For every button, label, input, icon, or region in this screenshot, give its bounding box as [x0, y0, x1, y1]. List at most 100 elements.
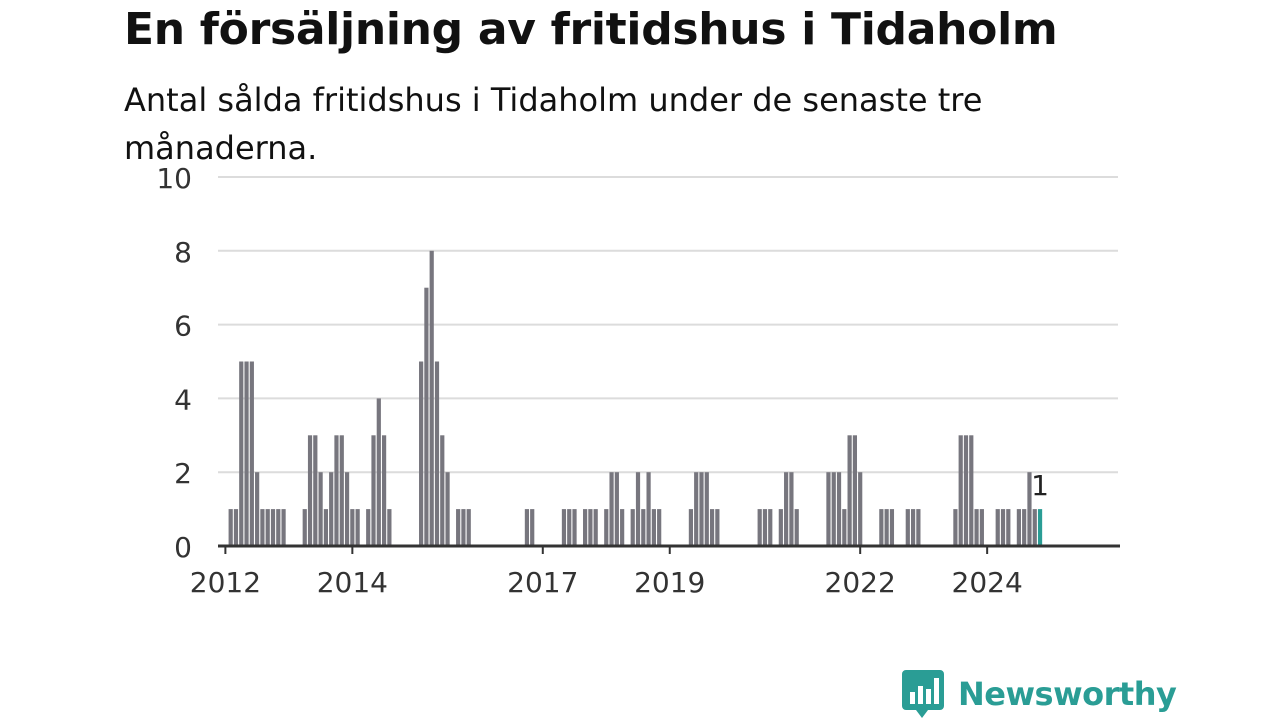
- bar: [768, 509, 773, 546]
- annotation-label: 1: [1031, 469, 1049, 502]
- bar: [778, 509, 783, 546]
- bar: [953, 509, 958, 546]
- bar: [651, 509, 656, 546]
- bar: [858, 472, 863, 546]
- bar: [847, 435, 852, 546]
- y-tick-label: 8: [174, 236, 192, 269]
- bar: [249, 361, 254, 546]
- bar: [228, 509, 233, 546]
- bar: [1006, 509, 1011, 546]
- bar: [646, 472, 651, 546]
- x-tick-label: 2024: [952, 566, 1023, 599]
- y-tick-label: 0: [174, 531, 192, 564]
- bar: [852, 435, 857, 546]
- brand-name: Newsworthy: [958, 675, 1177, 713]
- bar: [244, 361, 249, 546]
- bar: [1000, 509, 1006, 546]
- y-tick-label: 6: [174, 310, 192, 343]
- bar-highlight: [1037, 509, 1043, 546]
- annotations: 1: [1031, 469, 1049, 502]
- bar: [387, 509, 392, 546]
- bar: [376, 398, 381, 546]
- bar: [302, 509, 307, 546]
- bar: [239, 361, 244, 546]
- y-tick-label: 4: [174, 383, 192, 416]
- bar: [614, 472, 619, 546]
- bar: [704, 472, 709, 546]
- bar: [620, 509, 625, 546]
- bar: [699, 472, 704, 546]
- bar: [339, 435, 344, 546]
- gridlines: [218, 176, 1118, 474]
- y-tick-label: 2: [174, 457, 192, 490]
- bar: [905, 509, 910, 546]
- bar: [709, 509, 715, 546]
- bar: [255, 472, 260, 546]
- bar: [889, 509, 895, 546]
- bar: [1027, 472, 1032, 546]
- bar: [630, 509, 635, 546]
- x-tick-label: 2014: [317, 566, 388, 599]
- bar: [995, 509, 1000, 546]
- bar: [688, 509, 694, 546]
- bar: [1016, 509, 1021, 546]
- bar: [635, 472, 641, 546]
- bar: [979, 509, 984, 546]
- bar: [836, 472, 842, 546]
- bar: [572, 509, 577, 546]
- chart-title: En försäljning av fritidshus i Tidaholm: [124, 4, 1058, 55]
- bar: [884, 509, 889, 546]
- bar: [826, 472, 831, 546]
- bar: [318, 472, 323, 546]
- newsworthy-logo: Newsworthy: [902, 670, 1177, 718]
- bar: [910, 509, 916, 546]
- x-tick-label: 2012: [190, 566, 261, 599]
- bar: [974, 509, 979, 546]
- bar: [916, 509, 921, 546]
- bar: [445, 472, 450, 546]
- x-axis: 2012 2014 2017 2019 2022 2024: [190, 546, 1023, 599]
- bar: [657, 509, 662, 546]
- bar: [424, 287, 429, 546]
- bar: [371, 435, 376, 546]
- bar-chart: 0 2 4 6 8 10 2012 2014 2017 2019 2022 2024 1: [156, 162, 1120, 599]
- bar: [265, 509, 270, 546]
- chart-subtitle: Antal sålda fritidshus i Tidaholm under …: [124, 81, 983, 167]
- bar: [762, 509, 768, 546]
- bar: [757, 509, 762, 546]
- newsworthy-chart-bubble-icon: [902, 670, 944, 718]
- bar: [694, 472, 699, 546]
- bar: [784, 472, 789, 546]
- bar: [233, 509, 239, 546]
- bar: [307, 435, 313, 546]
- bar: [609, 472, 614, 546]
- bar: [831, 472, 836, 546]
- bar: [524, 509, 530, 546]
- bar: [434, 361, 440, 546]
- bar: [530, 509, 535, 546]
- bar: [567, 509, 572, 546]
- bar: [344, 472, 350, 546]
- bar: [1032, 509, 1037, 546]
- bar: [842, 509, 847, 546]
- bar: [440, 435, 445, 546]
- bar: [381, 435, 387, 546]
- bar: [604, 509, 609, 546]
- bar: [958, 435, 963, 546]
- bar: [583, 509, 588, 546]
- bar: [350, 509, 355, 546]
- bar: [366, 509, 371, 546]
- bar: [879, 509, 884, 546]
- bar: [270, 509, 276, 546]
- y-tick-label: 10: [156, 162, 192, 195]
- bar: [276, 509, 281, 546]
- bar: [313, 435, 318, 546]
- bar: [466, 509, 471, 546]
- y-axis: 0 2 4 6 8 10: [156, 162, 192, 564]
- bar: [329, 472, 334, 546]
- x-tick-label: 2017: [507, 566, 578, 599]
- bars: [228, 250, 1043, 547]
- bar: [260, 509, 265, 546]
- bar: [561, 509, 567, 546]
- bar: [461, 509, 466, 546]
